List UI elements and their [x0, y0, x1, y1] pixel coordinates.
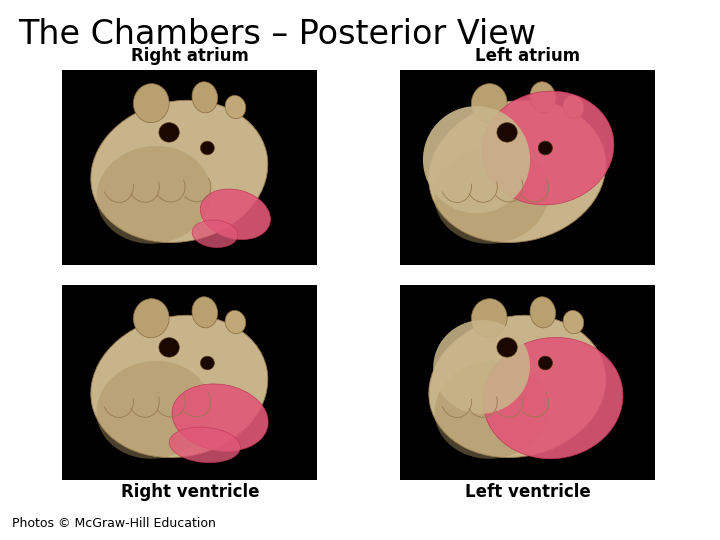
Text: Left atrium: Left atrium [475, 47, 580, 65]
Bar [400, 70, 655, 265]
Text: Right atrium: Right atrium [131, 47, 249, 65]
Ellipse shape [472, 84, 507, 123]
Bar [62, 70, 317, 265]
Ellipse shape [169, 427, 240, 463]
Ellipse shape [96, 146, 211, 244]
Ellipse shape [192, 82, 217, 113]
Text: Right ventricle: Right ventricle [121, 483, 259, 501]
Ellipse shape [435, 361, 549, 459]
Text: The Chambers – Posterior View: The Chambers – Posterior View [18, 18, 536, 51]
Ellipse shape [539, 356, 552, 370]
Ellipse shape [91, 315, 268, 457]
Ellipse shape [530, 82, 556, 113]
Ellipse shape [539, 356, 552, 370]
Ellipse shape [483, 338, 623, 459]
Ellipse shape [530, 297, 556, 328]
Ellipse shape [133, 299, 169, 338]
Ellipse shape [472, 299, 507, 338]
Ellipse shape [172, 384, 268, 451]
Ellipse shape [497, 338, 517, 357]
Ellipse shape [497, 338, 517, 357]
Ellipse shape [159, 123, 179, 142]
Ellipse shape [192, 297, 217, 328]
Bar [62, 285, 317, 480]
Ellipse shape [482, 91, 614, 205]
Ellipse shape [200, 141, 215, 155]
Ellipse shape [563, 310, 584, 334]
Ellipse shape [497, 123, 517, 142]
Ellipse shape [435, 146, 549, 244]
Ellipse shape [497, 123, 517, 142]
Ellipse shape [423, 106, 530, 213]
Ellipse shape [563, 96, 584, 119]
Ellipse shape [225, 96, 246, 119]
Ellipse shape [225, 310, 246, 334]
Ellipse shape [539, 141, 552, 155]
Ellipse shape [433, 320, 530, 414]
Ellipse shape [133, 84, 169, 123]
Bar [400, 285, 655, 480]
Text: Left ventricle: Left ventricle [465, 483, 591, 501]
Ellipse shape [539, 141, 552, 155]
Ellipse shape [429, 315, 606, 457]
Ellipse shape [96, 361, 211, 459]
Ellipse shape [429, 100, 606, 242]
Ellipse shape [91, 100, 268, 242]
Ellipse shape [159, 338, 179, 357]
Text: Photos © McGraw-Hill Education: Photos © McGraw-Hill Education [12, 517, 216, 530]
Ellipse shape [200, 189, 271, 240]
Ellipse shape [200, 356, 215, 370]
Ellipse shape [192, 220, 238, 247]
